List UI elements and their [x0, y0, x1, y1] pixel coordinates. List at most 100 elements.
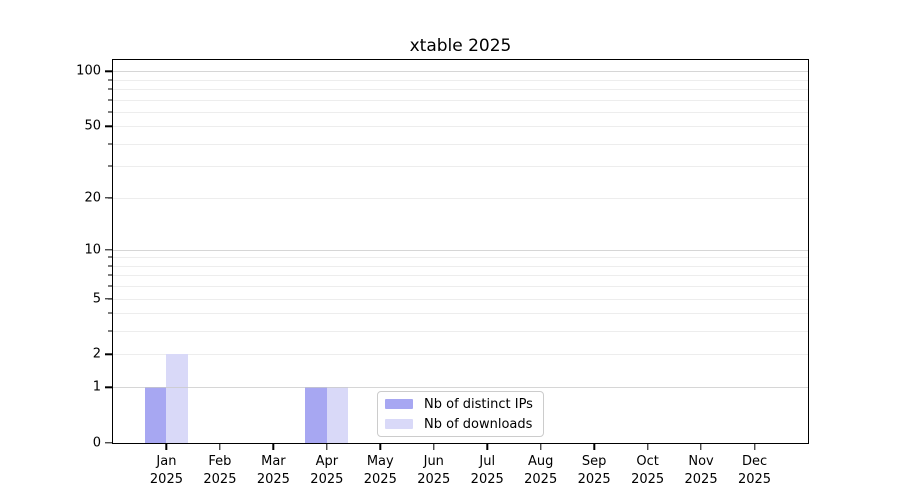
y-tick-label: 1 — [92, 379, 101, 395]
gridline-major — [113, 71, 808, 73]
x-tick-label-month: Jun — [423, 454, 444, 469]
gridline-minor — [113, 126, 808, 128]
x-tick-label: Jul 2025 — [453, 453, 521, 488]
gridline-minor — [113, 354, 808, 356]
x-tick-label-year: 2025 — [310, 471, 344, 487]
gridline-minor — [113, 111, 808, 113]
y-tick-label: 100 — [76, 63, 101, 79]
x-tick-label-month: Feb — [208, 454, 232, 469]
y-minor-tick — [107, 330, 112, 332]
legend-swatch-distinct-ips — [385, 399, 413, 409]
gridline-minor — [113, 298, 808, 300]
y-tick-label: 0 — [92, 435, 101, 451]
x-tick — [700, 443, 702, 450]
bar-distinct-ips-apr — [305, 387, 327, 443]
x-tick-label: Apr 2025 — [293, 453, 361, 488]
x-tick-label: Jan 2025 — [132, 453, 200, 488]
y-tick — [104, 386, 112, 388]
legend-row-downloads: Nb of downloads — [385, 417, 535, 432]
y-minor-tick — [107, 197, 112, 199]
y-tick — [104, 249, 112, 251]
y-minor-tick — [107, 165, 112, 167]
x-tick-label-month: Jul — [479, 454, 496, 469]
y-tick-label: 5 — [92, 291, 101, 307]
y-minor-tick — [107, 143, 112, 145]
x-tick-label-month: Jan — [156, 454, 177, 469]
x-tick-label-month: May — [366, 454, 394, 469]
y-minor-tick — [107, 353, 112, 355]
gridline-minor — [113, 79, 808, 81]
y-tick-label: 10 — [84, 242, 101, 258]
x-tick — [219, 443, 221, 450]
x-tick-label-year: 2025 — [470, 471, 504, 487]
x-tick — [165, 443, 168, 450]
x-tick — [539, 443, 542, 450]
y-minor-tick — [107, 312, 112, 314]
gridline-major — [113, 387, 808, 389]
x-tick-label: Sep 2025 — [560, 453, 628, 488]
x-tick — [326, 443, 328, 450]
gridline-major — [113, 249, 808, 251]
legend-label-distinct-ips: Nb of distinct IPs — [424, 396, 533, 412]
x-tick — [593, 443, 595, 450]
y-tick — [104, 70, 112, 72]
plot-area: 0 1 2 5 10 20 50 100 Jan 2025 Feb 2025 Mar 2025 Apr 202… — [76, 59, 809, 487]
y-minor-tick — [107, 79, 112, 81]
x-tick-label: Nov 2025 — [667, 453, 735, 488]
x-tick-label: Dec 2025 — [721, 453, 789, 488]
y-minor-tick — [107, 88, 112, 90]
y-minor-tick — [107, 274, 112, 276]
y-minor-tick — [107, 285, 112, 287]
y-minor-tick — [107, 256, 112, 258]
x-tick-label-year: 2025 — [417, 471, 451, 487]
x-tick-label-year: 2025 — [149, 471, 183, 487]
y-minor-tick — [107, 99, 112, 101]
x-tick-label-month: Sep — [581, 454, 607, 469]
y-minor-tick — [107, 298, 112, 300]
legend-row-distinct-ips: Nb of distinct IPs — [385, 397, 535, 412]
y-minor-tick — [107, 265, 112, 267]
x-tick-label: May 2025 — [346, 453, 414, 488]
x-tick-label: Mar 2025 — [239, 453, 307, 488]
x-tick-label-year: 2025 — [737, 471, 772, 487]
y-tick-label: 20 — [84, 190, 101, 206]
x-tick-label-month: Mar — [261, 454, 286, 469]
x-tick — [753, 443, 756, 450]
gridline-minor — [113, 331, 808, 333]
gridline-minor — [113, 265, 808, 267]
x-tick-label-year: 2025 — [684, 471, 718, 487]
y-tick-label: 50 — [84, 118, 101, 134]
x-tick — [379, 443, 381, 450]
bar-downloads-apr — [326, 387, 349, 443]
gridline-minor — [113, 166, 808, 168]
legend: Nb of distinct IPs Nb of downloads — [377, 391, 544, 437]
x-tick-label-year: 2025 — [577, 471, 611, 487]
gridline-minor — [113, 99, 808, 101]
y-minor-tick — [107, 111, 112, 113]
x-tick-label-month: Oct — [636, 454, 659, 469]
x-tick-label-year: 2025 — [631, 471, 665, 487]
x-tick-label-year: 2025 — [256, 471, 290, 487]
x-tick-label: Aug 2025 — [507, 453, 575, 488]
x-tick-label: Feb 2025 — [186, 453, 254, 488]
gridline-minor — [113, 143, 808, 145]
x-tick-label: Jun 2025 — [400, 453, 468, 488]
gridline-minor — [113, 257, 808, 259]
gridline-minor — [113, 88, 808, 90]
gridline-minor — [113, 313, 808, 315]
x-tick — [433, 443, 435, 450]
bar-downloads-jan — [166, 354, 188, 443]
x-tick-label: Oct 2025 — [614, 453, 682, 488]
x-tick-label-month: Nov — [688, 454, 714, 469]
x-tick — [486, 443, 488, 450]
legend-swatch-downloads — [385, 419, 413, 429]
y-tick-label: 2 — [92, 346, 101, 362]
legend-label-downloads: Nb of downloads — [424, 416, 533, 432]
x-tick-label-year: 2025 — [363, 471, 397, 487]
bar-distinct-ips-jan — [145, 387, 167, 443]
x-tick-label-year: 2025 — [524, 471, 558, 487]
y-tick — [104, 442, 112, 444]
x-tick-label-month: Apr — [315, 454, 339, 469]
gridline-minor — [113, 286, 808, 288]
